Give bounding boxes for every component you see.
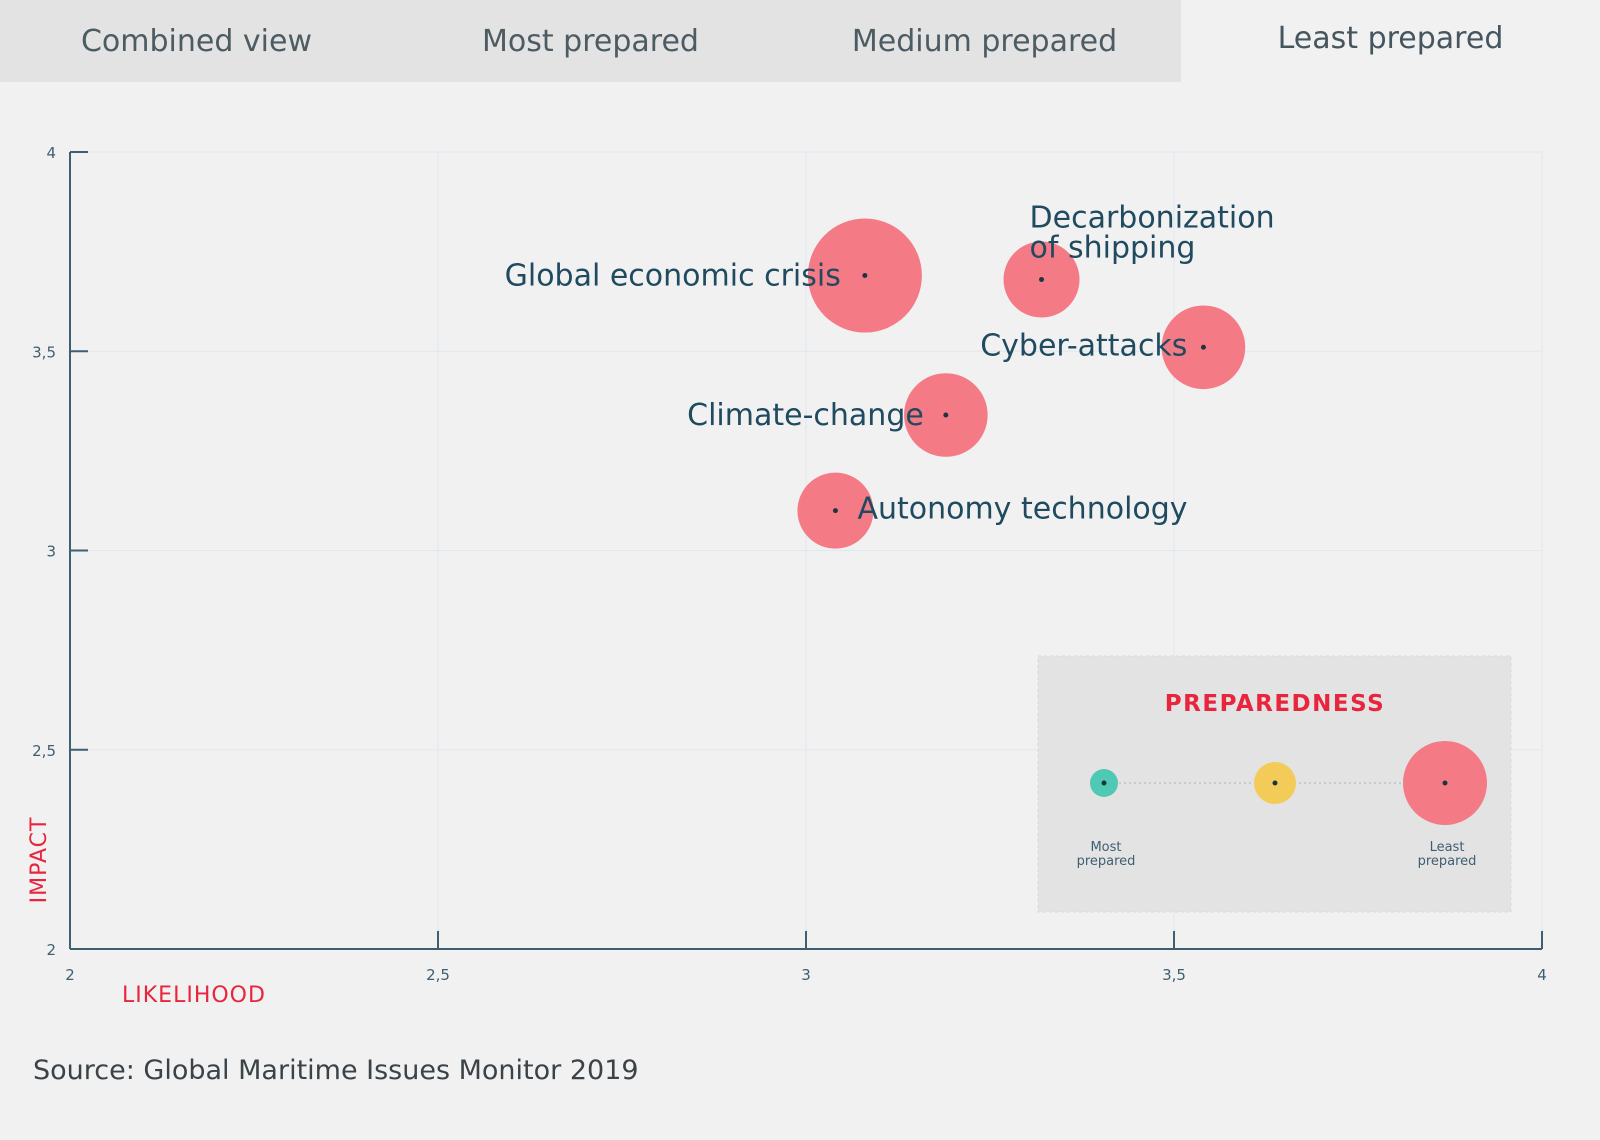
tab-medium-prepared[interactable]: Medium prepared	[788, 0, 1181, 82]
legend-most-label: Most prepared	[1077, 840, 1136, 869]
tab-least-prepared[interactable]: Least prepared	[1181, 0, 1600, 76]
tab-most-prepared[interactable]: Most prepared	[393, 0, 788, 82]
y-axis-title: IMPACT	[27, 817, 52, 904]
x-tick-label: 2,5	[426, 966, 450, 984]
x-tick-label: 3	[801, 966, 811, 984]
bubble-center-dot	[1200, 344, 1206, 350]
y-tick-label: 2,5	[32, 742, 56, 760]
legend-title: PREPAREDNESS	[1165, 691, 1385, 717]
bubble-label: Climate-change	[687, 398, 924, 433]
bubble-center-dot	[862, 273, 868, 279]
y-tick-label: 4	[46, 144, 56, 162]
legend-center-dot	[1442, 780, 1448, 786]
x-tick-label: 3,5	[1162, 966, 1186, 984]
source-note: Source: Global Maritime Issues Monitor 2…	[33, 1055, 639, 1086]
y-tick-label: 3,5	[32, 343, 56, 361]
legend-center-dot	[1101, 780, 1107, 786]
tab-bar: Combined view Most prepared Medium prepa…	[0, 0, 1600, 82]
bubble-label: Autonomy technology	[857, 492, 1187, 527]
bubble-label: Cyber-attacks	[980, 328, 1187, 363]
legend-least-label: Least prepared	[1418, 840, 1477, 869]
bubble-label: Decarbonization of shipping	[1030, 201, 1275, 266]
bubble-center-dot	[1039, 277, 1045, 283]
x-tick-label: 4	[1537, 966, 1547, 984]
tab-combined-view[interactable]: Combined view	[0, 0, 393, 82]
legend-center-dot	[1272, 780, 1278, 786]
x-axis-title: LIKELIHOOD	[122, 983, 266, 1008]
bubble-label: Global economic crisis	[505, 259, 841, 294]
bubble-center-dot	[943, 412, 949, 418]
y-tick-label: 3	[46, 543, 56, 561]
x-tick-label: 2	[65, 966, 75, 984]
y-tick-label: 2	[46, 941, 56, 959]
bubble-center-dot	[832, 508, 838, 514]
